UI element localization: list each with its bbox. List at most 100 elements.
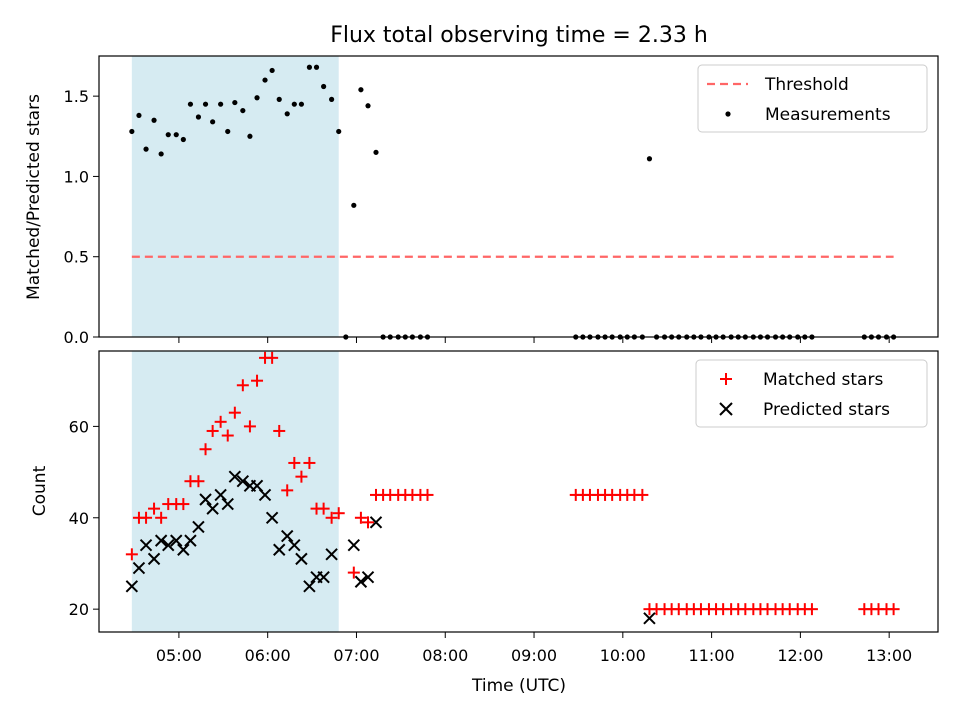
predicted-star-point [303,580,316,593]
x-tick-label: 13:00 [866,646,912,665]
top-y-ticks: 0.0 0.5 1.0 1.5 [64,87,99,347]
top-observing-interval [131,56,339,337]
bottom-y-ticks: 20 40 60 [69,417,99,619]
matched-star-point [636,488,649,501]
predicted-star-point [258,488,272,502]
bottom-axes-frame [98,350,939,633]
measurement-point [158,151,164,157]
measurement-point [254,95,260,101]
measurement-point [218,101,224,107]
x-tick-label: 06:00 [245,646,291,665]
top-axes-frame [98,55,939,338]
legend-predicted-label: Predicted stars [763,400,890,420]
x-tick-label: 05:00 [156,646,202,665]
matched-star-point [288,456,301,469]
matched-star-point [421,488,434,501]
x-tick-label: 10:00 [600,646,646,665]
measurement-point [210,119,216,125]
matched-star-point [199,443,212,456]
predicted-star-point [162,538,175,552]
top-legend: Threshold Measurements [697,64,928,133]
matched-star-point [177,498,190,511]
matched-star-point [214,415,227,428]
measurement-point [365,103,371,109]
bottom-observing-interval [131,351,339,632]
measurement-point [225,128,231,135]
x-tick-label: 12:00 [777,646,823,665]
legend-matched-label: Matched stars [763,370,883,390]
predicted-star-point [643,612,656,625]
measurement-point [240,107,246,114]
predicted-star-point [147,552,161,566]
x-tick-label: 07:00 [333,646,379,665]
measurement-point [298,101,305,107]
matched-star-point [125,548,138,561]
predicted-star-point [273,543,286,556]
top-legend-box [697,64,928,133]
predicted-star-point [206,502,219,515]
bottom-y-axis-label: Count [30,465,50,516]
predicted-star-point [236,475,250,488]
measurement-point [187,101,194,107]
predicted-star-point [214,488,227,502]
x-axis-label: Time (UTC) [471,676,566,696]
predicted-star-point [347,538,361,552]
predicted-star-point [369,516,383,529]
measurement-point [276,96,282,102]
predicted-star-point [139,538,153,552]
measurement-point [351,202,357,208]
matched-star-point [281,484,294,497]
bottom-legend-box [695,359,928,428]
predicted-star-point [265,511,279,524]
matched-star-point [206,424,219,437]
matched-star-point [140,511,153,524]
measurement-point [195,114,202,120]
measurement-point [336,128,342,135]
matched-star-point [148,502,161,515]
top-y-tick-label: 0.5 [64,248,89,267]
top-panel: 0.0 0.5 1.0 1.5 Matched/Predicted stars Thr… [24,55,939,347]
predicted-star-point [288,538,301,552]
matched-star-point [362,516,375,529]
bottom-marks [125,351,900,625]
top-y-tick-label: 1.5 [64,87,89,106]
matched-star-point [317,502,330,515]
x-tick-label: 09:00 [511,646,557,665]
matched-star-point [221,429,234,442]
measurement-point [284,111,290,117]
predicted-star-point [354,575,368,588]
matched-legend-swatch [720,373,732,385]
measurement-point [136,112,142,119]
top-y-tick-label: 1.0 [64,167,89,186]
legend-threshold-label: Threshold [764,75,849,95]
predicted-star-point [317,570,330,584]
matched-star-point [805,603,818,616]
predicted-star-point [325,548,338,561]
bottom-y-tick-label: 40 [69,509,89,528]
x-tick-label: 11:00 [689,646,735,665]
matched-star-point [228,406,241,419]
predicted-star-point [228,470,242,483]
predicted-star-point [132,561,146,575]
measurement-point [232,99,238,106]
matched-star-point [192,475,205,488]
bottom-y-tick-label: 60 [69,417,89,436]
measurement-point [173,132,179,138]
matched-star-point [325,511,338,524]
measurement-point [165,132,171,138]
matched-star-point [155,511,168,524]
measurement-point [313,64,320,70]
top-y-tick-label: 0.0 [64,328,89,347]
measurement-point [202,101,209,107]
bottom-x-ticks: 05:00 06:00 07:00 08:00 09:00 10:00 11:00 12:00… [156,632,912,665]
measurement-point [262,77,268,83]
predicted-star-point [192,520,205,534]
predicted-star-point [125,580,139,593]
bottom-legend: Matched stars Predicted stars [695,359,928,428]
measurements-legend-swatch [725,111,731,117]
matched-star-point [266,351,279,364]
measurement-point [321,83,327,90]
matched-star-point [354,511,367,524]
predicted-star-point [281,529,294,543]
